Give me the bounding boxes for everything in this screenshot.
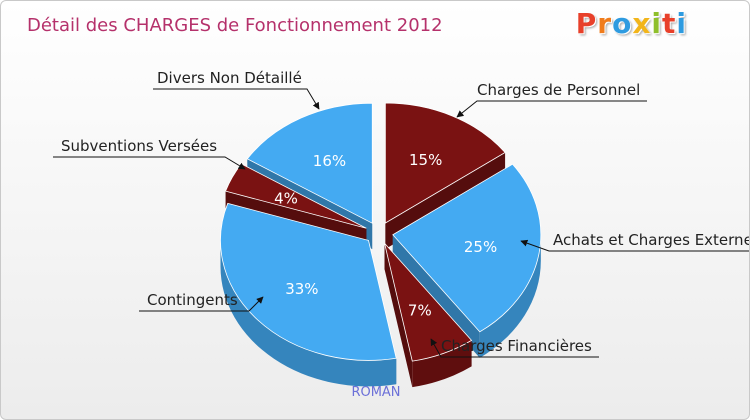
slice-category-label: Divers Non Détaillé [157, 69, 302, 87]
pie-slice[interactable] [220, 202, 397, 361]
pie-slice[interactable] [392, 163, 542, 333]
logo-letter: t [662, 7, 677, 40]
pie-slice-side [220, 240, 397, 387]
slice-percent-label: 25% [464, 238, 497, 256]
slice-category-label: Contingents [147, 291, 238, 309]
commune-name: ROMAN [351, 385, 401, 400]
pie-slice-radial-face [384, 243, 413, 388]
logo-letter: i [651, 7, 662, 40]
slice-percent-label: 15% [409, 151, 442, 169]
logo-letter: i [676, 7, 687, 40]
pie-slice-side [479, 234, 541, 358]
logo-letter: r [597, 7, 613, 40]
pie-slice[interactable] [384, 243, 473, 362]
percent-labels: 15% 25% 7% 33% 4% 16% [274, 151, 497, 319]
pie-tops [220, 102, 542, 362]
chart-title: Détail des CHARGES de Fonctionnement 201… [27, 15, 443, 36]
logo-letter: x [632, 7, 652, 40]
leader-line [430, 338, 599, 358]
leader-line [53, 156, 246, 170]
slice-percent-label: 33% [285, 280, 318, 298]
logo-letter: o [612, 7, 633, 40]
slice-percent-label: 4% [274, 190, 298, 208]
leader-line [520, 239, 749, 252]
slice-category-label: Achats et Charges Externes [553, 231, 750, 249]
logo-letter: P [575, 7, 598, 40]
pie-slice-side [412, 340, 472, 388]
pie-slice[interactable] [246, 102, 373, 224]
leader-line [139, 296, 264, 312]
slice-category-label: Subventions Versées [61, 137, 217, 155]
category-labels: Charges de Personnel Achats et Charges Ex… [61, 69, 750, 355]
slice-category-label: Charges de Personnel [477, 81, 640, 99]
leader-line [456, 100, 647, 118]
pie-slice[interactable] [384, 102, 506, 224]
slice-percent-label: 7% [408, 301, 432, 319]
slice-percent-label: 16% [313, 152, 346, 170]
proxiti-logo[interactable]: Proxiti [576, 7, 687, 40]
leader-line [153, 88, 320, 110]
leader-lines [53, 88, 749, 358]
slice-category-label: Charges Financières [441, 337, 592, 355]
